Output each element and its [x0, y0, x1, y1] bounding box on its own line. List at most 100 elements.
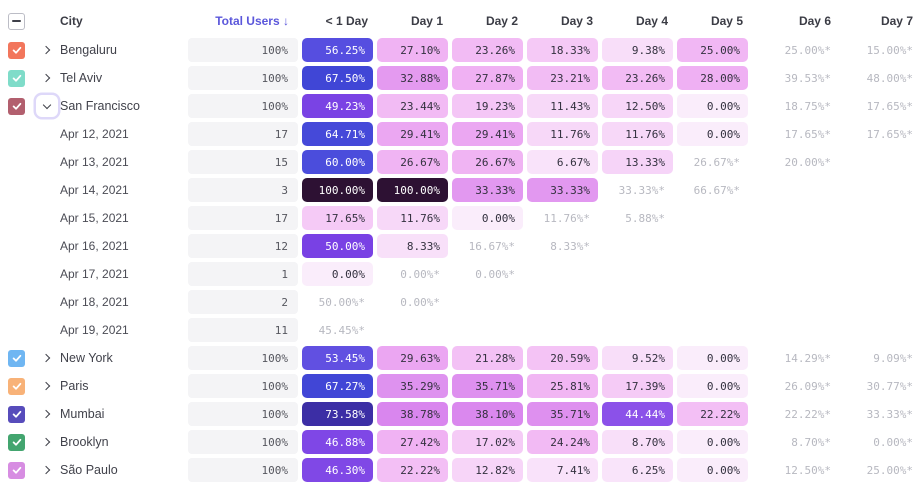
incomplete-retention-value: 45.45%*: [318, 323, 365, 337]
retention-heat-cell: 26.67%: [377, 150, 448, 174]
incomplete-retention-value: 17.65%*: [866, 128, 913, 141]
retention-heat-cell: 18.33%: [527, 38, 598, 62]
retention-heat-cell: 8.70%: [602, 430, 673, 454]
retention-heat-cell: 60.00%: [302, 150, 373, 174]
chevron-down-icon: [42, 100, 51, 109]
expand-row-button[interactable]: [36, 375, 58, 397]
retention-heat-cell: 100.00%: [377, 178, 448, 202]
retention-heat-cell: 7.41%: [527, 458, 598, 482]
incomplete-retention-value: 5.88%*: [625, 211, 665, 225]
retention-heat-cell: 50.00%: [302, 234, 373, 258]
row-checkbox[interactable]: [8, 433, 25, 451]
retention-table-body: Bengaluru 100% 56.25% 27.10% 23.26% 18.33% 9.3…: [8, 36, 920, 484]
incomplete-retention-value: 33.33%*: [866, 408, 913, 421]
incomplete-retention-value: 12.50%*: [784, 464, 831, 477]
row-checkbox[interactable]: [8, 405, 25, 423]
retention-heat-cell: 29.41%: [377, 122, 448, 146]
retention-heat-cell: 9.38%: [602, 38, 673, 62]
select-all-checkbox[interactable]: [8, 12, 25, 30]
retention-heat-cell: 53.45%: [302, 346, 373, 370]
retention-heat-cell: 23.26%: [602, 66, 673, 90]
collapse-row-button[interactable]: [35, 95, 58, 117]
retention-heat-cell: 11.76%: [377, 206, 448, 230]
total-users-column-header[interactable]: Total Users ↓: [215, 14, 289, 28]
retention-heat-cell: 0.00%: [677, 122, 748, 146]
cohort-date-label: Apr 15, 2021: [60, 211, 129, 225]
day-column-header: < 1 Day: [325, 14, 368, 28]
row-checkbox[interactable]: [8, 69, 25, 87]
city-label: Paris: [60, 379, 89, 393]
row-checkbox[interactable]: [8, 41, 25, 59]
retention-heat-cell: 0.00%: [677, 430, 748, 454]
retention-heat-cell: 0.00%: [677, 94, 748, 118]
retention-heat-cell: 17.65%: [302, 206, 373, 230]
row-checkbox[interactable]: [8, 97, 25, 115]
retention-heat-cell: 49.23%: [302, 94, 373, 118]
retention-heat-cell: 29.41%: [452, 122, 523, 146]
total-users-cell: 1: [188, 262, 298, 286]
retention-heat-cell: 38.10%: [452, 402, 523, 426]
expand-row-button[interactable]: [36, 431, 58, 453]
expand-row-button[interactable]: [36, 67, 58, 89]
cohort-date-label: Apr 13, 2021: [60, 155, 129, 169]
incomplete-retention-value: 0.00%*: [400, 267, 440, 281]
expand-row-button[interactable]: [36, 403, 58, 425]
incomplete-retention-value: 17.65%*: [866, 100, 913, 113]
retention-heat-cell: 0.00%: [302, 262, 373, 286]
total-users-cell: 15: [188, 150, 298, 174]
retention-heat-cell: 12.50%: [602, 94, 673, 118]
retention-heat-cell: 28.00%: [677, 66, 748, 90]
incomplete-retention-value: 17.65%*: [784, 128, 831, 141]
retention-heat-cell: 23.44%: [377, 94, 448, 118]
retention-heat-cell: 8.33%: [377, 234, 448, 258]
cohort-date-row: Apr 14, 2021 3 100.00% 100.00% 33.33% 33.33% 3…: [8, 176, 920, 204]
day-column-header: Day 3: [560, 14, 593, 28]
city-row: Tel Aviv 100% 67.50% 32.88% 27.87% 23.21% 23.2…: [8, 64, 920, 92]
day-column-header: Day 4: [635, 14, 668, 28]
retention-heat-cell: 6.67%: [527, 150, 598, 174]
incomplete-retention-value: 48.00%*: [866, 72, 913, 85]
retention-heat-cell: 56.25%: [302, 38, 373, 62]
retention-heat-cell: 21.28%: [452, 346, 523, 370]
total-users-cell: 100%: [188, 458, 298, 482]
city-label: New York: [60, 351, 113, 365]
retention-heat-cell: 0.00%: [677, 374, 748, 398]
cohort-date-label: Apr 19, 2021: [60, 323, 129, 337]
retention-heat-cell: 0.00%: [677, 458, 748, 482]
chevron-right-icon: [41, 45, 50, 55]
cohort-date-label: Apr 16, 2021: [60, 239, 129, 253]
total-users-cell: 100%: [188, 66, 298, 90]
retention-heat-cell: 9.52%: [602, 346, 673, 370]
expand-row-button[interactable]: [36, 347, 58, 369]
row-checkbox[interactable]: [8, 461, 25, 479]
total-users-cell: 17: [188, 122, 298, 146]
incomplete-retention-value: 8.33%*: [550, 239, 590, 253]
city-label: São Paulo: [60, 463, 118, 477]
total-users-cell: 100%: [188, 430, 298, 454]
cohort-date-row: Apr 18, 2021 2 50.00%* 0.00%*: [8, 288, 920, 316]
cohort-date-row: Apr 13, 2021 15 60.00% 26.67% 26.67% 6.67% 13.…: [8, 148, 920, 176]
city-row: Brooklyn 100% 46.88% 27.42% 17.02% 24.24% 8.70…: [8, 428, 920, 456]
retention-heat-cell: 35.71%: [452, 374, 523, 398]
retention-heat-cell: 33.33%: [452, 178, 523, 202]
total-users-cell: 100%: [188, 374, 298, 398]
city-label: Tel Aviv: [60, 71, 103, 85]
retention-heat-cell: 29.63%: [377, 346, 448, 370]
city-label: Mumbai: [60, 407, 105, 421]
incomplete-retention-value: 30.77%*: [866, 380, 913, 393]
row-checkbox[interactable]: [8, 349, 25, 367]
expand-row-button[interactable]: [36, 459, 58, 481]
retention-heat-cell: 73.58%: [302, 402, 373, 426]
retention-heat-cell: 33.33%: [527, 178, 598, 202]
retention-heat-cell: 35.71%: [527, 402, 598, 426]
total-users-cell: 3: [188, 178, 298, 202]
incomplete-retention-value: 25.00%*: [866, 464, 913, 477]
retention-heat-cell: 11.43%: [527, 94, 598, 118]
incomplete-retention-value: 33.33%*: [618, 183, 665, 197]
retention-heat-cell: 0.00%: [452, 206, 523, 230]
total-users-cell: 100%: [188, 94, 298, 118]
row-checkbox[interactable]: [8, 377, 25, 395]
incomplete-retention-value: 9.09%*: [873, 352, 913, 365]
expand-row-button[interactable]: [36, 39, 58, 61]
city-row: New York 100% 53.45% 29.63% 21.28% 20.59% 9.52…: [8, 344, 920, 372]
